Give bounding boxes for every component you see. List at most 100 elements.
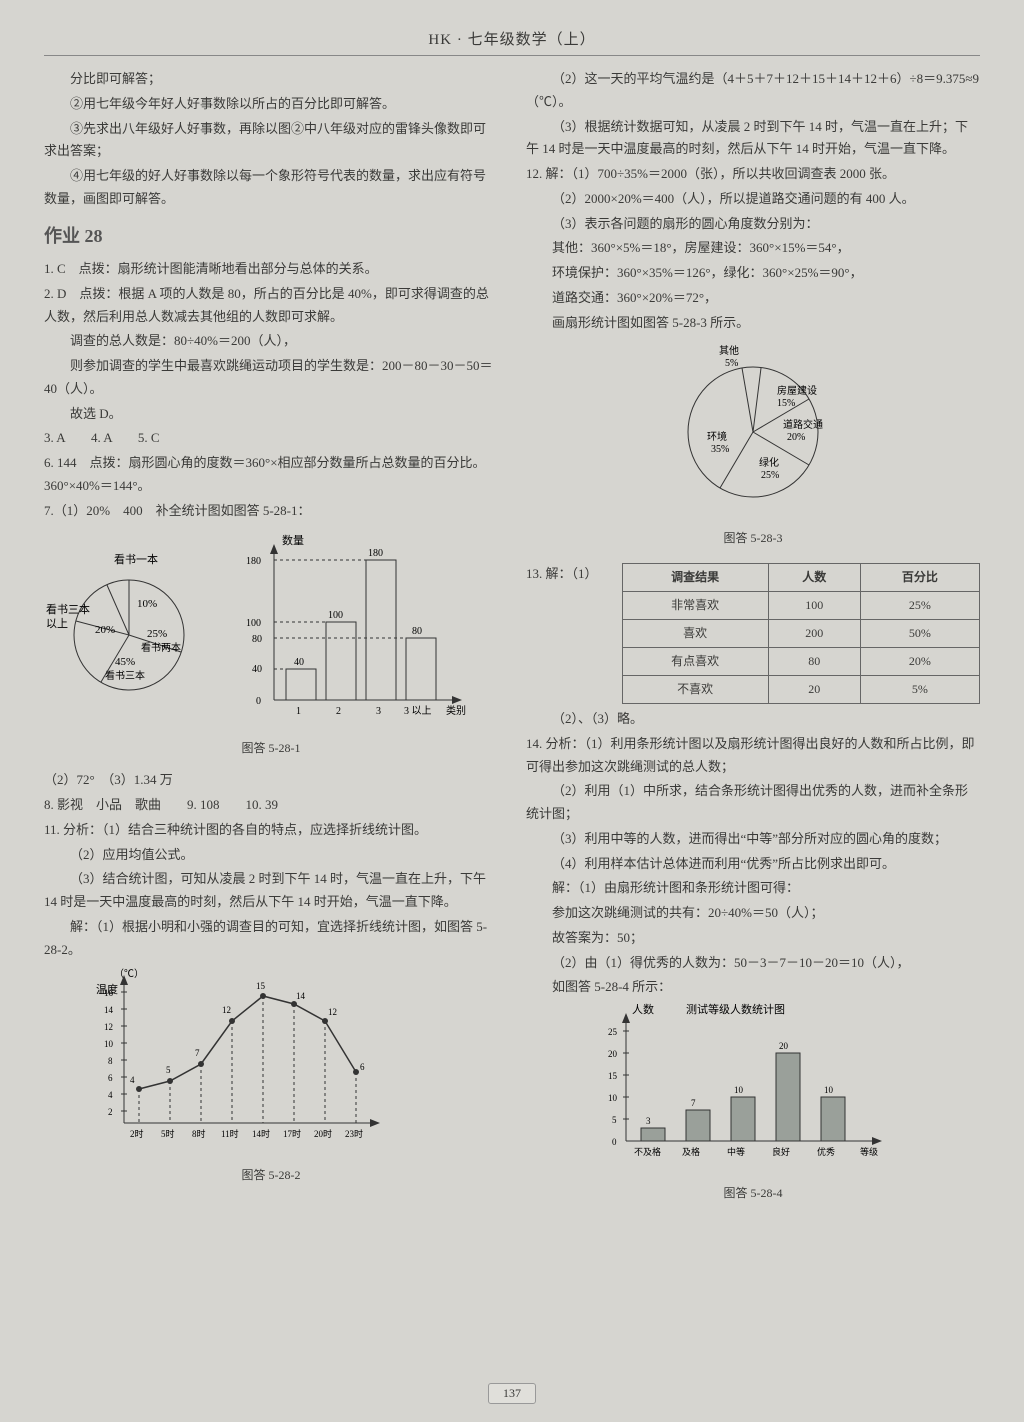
bar2-val: 20 bbox=[779, 1041, 789, 1051]
bar2-title: 测试等级人数统计图 bbox=[686, 1002, 785, 1016]
pie2-pct: 20% bbox=[787, 432, 805, 443]
bar2-xtick: 及格 bbox=[682, 1146, 700, 1157]
bar2-val: 7 bbox=[691, 1098, 696, 1108]
bar2-ytick: 5 bbox=[612, 1115, 617, 1125]
line-pt: 12 bbox=[222, 1005, 231, 1015]
table-header-row: 调查结果 人数 百分比 bbox=[622, 564, 979, 592]
q2-line: 调查的总人数是：80÷40%＝200（人）， bbox=[44, 330, 498, 353]
bar2-ytick: 25 bbox=[608, 1027, 618, 1037]
line-xtick: 2时 bbox=[130, 1128, 144, 1139]
table-cell: 200 bbox=[768, 620, 860, 648]
bar2-ytick: 15 bbox=[608, 1071, 618, 1081]
pie2-lbl: 其他 bbox=[719, 344, 739, 357]
bar-xtick: 3 bbox=[376, 706, 381, 717]
table-cell: 有点喜欢 bbox=[622, 648, 768, 676]
bar-val: 80 bbox=[412, 626, 422, 637]
bar-ytick: 40 bbox=[252, 664, 262, 675]
q2-line: 则参加调查的学生中最喜欢跳绳运动项目的学生数是：200－80－30－50＝40（… bbox=[44, 355, 498, 401]
table-cell: 100 bbox=[768, 592, 860, 620]
q14-line: 参加这次跳绳测试的共有：20÷40%＝50（人）； bbox=[526, 902, 980, 925]
table-cell: 20 bbox=[768, 676, 860, 704]
bar2-xtick: 优秀 bbox=[817, 1146, 835, 1157]
bar2-val: 10 bbox=[734, 1085, 744, 1095]
table-cell: 喜欢 bbox=[622, 620, 768, 648]
pie-pct-20: 20% bbox=[95, 624, 115, 636]
table-row: 喜欢20050% bbox=[622, 620, 979, 648]
q7-23: （2）72° （3）1.34 万 bbox=[44, 769, 498, 792]
line-xtick: 5时 bbox=[161, 1128, 175, 1139]
text-line: ③先求出八年级好人好事数，再除以图②中八年级对应的雷锋头像数即可求出答案； bbox=[44, 118, 498, 164]
pie2-pct: 35% bbox=[711, 444, 729, 455]
line-ytick: 10 bbox=[104, 1039, 114, 1049]
table-cell: 50% bbox=[860, 620, 979, 648]
text-line: （2）这一天的平均气温约是（4＋5＋7＋12＋15＋14＋12＋6）÷8＝9.3… bbox=[526, 68, 980, 114]
q8-10: 8. 影视 小品 歌曲 9. 108 10. 39 bbox=[44, 794, 498, 817]
line-xtick: 14时 bbox=[252, 1128, 270, 1139]
pie-label-three: 看书三本 bbox=[105, 669, 145, 682]
bar-val: 100 bbox=[328, 610, 343, 621]
line-pt: 7 bbox=[195, 1048, 200, 1058]
q13-intro: 13. 解：（1） bbox=[526, 559, 598, 708]
text-line: 分比即可解答； bbox=[44, 68, 498, 91]
right-column: （2）这一天的平均气温约是（4＋5＋7＋12＋15＋14＋12＋6）÷8＝9.3… bbox=[526, 68, 980, 1214]
line-pt: 15 bbox=[256, 981, 266, 991]
q13-tail: （2）、（3）略。 bbox=[526, 708, 980, 731]
page-number: 137 bbox=[488, 1383, 536, 1404]
pie-label-threeplus1: 看书三本 bbox=[46, 602, 90, 616]
q12-line: 其他：360°×5%＝18°，房屋建设：360°×15%＝54°， bbox=[526, 237, 980, 260]
pie-chart-books: 10% 25% 20% 45% 看书两本 看书三本 看书一本 看书三本 以上 bbox=[44, 545, 214, 715]
bar2-ytick: 0 bbox=[612, 1137, 617, 1147]
line-y-unit: （℃） bbox=[114, 968, 144, 980]
bar-ytick: 80 bbox=[252, 634, 262, 645]
line-xtick: 11时 bbox=[221, 1128, 239, 1139]
pie2-lbl: 房屋建设 bbox=[777, 384, 817, 397]
q14-line: 如图答 5-28-4 所示： bbox=[526, 976, 980, 999]
line-xtick: 20时 bbox=[314, 1128, 332, 1139]
line-pt: 5 bbox=[166, 1065, 171, 1075]
line-ytick: 4 bbox=[108, 1090, 113, 1100]
q2-line: 2. D 点拨：根据 A 项的人数是 80，所占的百分比是 40%，即可求得调查… bbox=[44, 283, 498, 329]
bar-chart-books: 数量 0 40 80 100 180 40 100 bbox=[226, 530, 476, 730]
figure-5-28-1: 10% 25% 20% 45% 看书两本 看书三本 看书一本 看书三本 以上 数… bbox=[44, 530, 498, 730]
q12-line: 道路交通：360°×20%＝72°， bbox=[526, 287, 980, 310]
q14-line: （2）利用（1）中所求，结合条形统计图得出优秀的人数，进而补全条形统计图； bbox=[526, 780, 980, 826]
bar-xtick: 2 bbox=[336, 706, 341, 717]
q12-line: （3）表示各问题的扇形的圆心角度数分别为： bbox=[526, 213, 980, 236]
fig-caption-4: 图答 5-28-4 bbox=[526, 1183, 980, 1204]
page-header: HK · 七年级数学（上） bbox=[44, 28, 980, 56]
line-pt: 14 bbox=[296, 991, 306, 1001]
line-xtick: 8时 bbox=[192, 1128, 206, 1139]
pie2-pct: 25% bbox=[761, 470, 779, 481]
fig-caption-1: 图答 5-28-1 bbox=[44, 738, 498, 759]
bar-ytick: 180 bbox=[246, 556, 261, 567]
bar-val: 40 bbox=[294, 657, 304, 668]
bar2-ylabel: 人数 bbox=[632, 1003, 654, 1016]
q12-line: 环境保护：360°×35%＝126°，绿化：360°×25%＝90°， bbox=[526, 262, 980, 285]
q14-line: 14. 分析：（1）利用条形统计图以及扇形统计图得出良好的人数和所占比例，即可得… bbox=[526, 733, 980, 779]
q12-line: 12. 解：（1）700÷35%＝2000（张），所以共收回调查表 2000 张… bbox=[526, 163, 980, 186]
text-line: ④用七年级的好人好事数除以每一个象形符号代表的数量，求出应有符号数量，画图即可解… bbox=[44, 165, 498, 211]
bar-y-title: 数量 bbox=[282, 534, 304, 547]
line-pt: 4 bbox=[130, 1075, 135, 1085]
bar2-val: 3 bbox=[646, 1116, 651, 1126]
pie2-pct: 5% bbox=[725, 358, 738, 369]
q12-line: 画扇形统计图如图答 5-28-3 所示。 bbox=[526, 312, 980, 335]
line-ytick: 8 bbox=[108, 1056, 113, 1066]
pie-pct-10: 10% bbox=[137, 598, 157, 610]
line-chart-temperature: （℃） 温度 2 4 6 8 10 12 14 16 bbox=[74, 963, 394, 1153]
line-pt: 12 bbox=[328, 1007, 337, 1017]
table-row: 不喜欢205% bbox=[622, 676, 979, 704]
q2-line: 故选 D。 bbox=[44, 403, 498, 426]
pie2-pct: 15% bbox=[777, 398, 795, 409]
bar-ytick: 0 bbox=[256, 696, 261, 707]
bar2-ytick: 20 bbox=[608, 1049, 618, 1059]
line-ytick: 6 bbox=[108, 1073, 113, 1083]
fig-caption-3: 图答 5-28-3 bbox=[526, 528, 980, 549]
fig-caption-2: 图答 5-28-2 bbox=[44, 1165, 498, 1186]
q14-line: （4）利用样本估计总体进而利用“优秀”所占比例求出即可。 bbox=[526, 853, 980, 876]
bar2-xtick: 中等 bbox=[727, 1146, 745, 1157]
bar2-xtick: 不及格 bbox=[634, 1146, 661, 1157]
line-ytick: 2 bbox=[108, 1107, 113, 1117]
q11-a: 11. 分析：（1）结合三种统计图的各自的特点，应选择折线统计图。 bbox=[44, 819, 498, 842]
page: HK · 七年级数学（上） 分比即可解答； ②用七年级今年好人好事数除以所占的百… bbox=[0, 0, 1024, 1422]
